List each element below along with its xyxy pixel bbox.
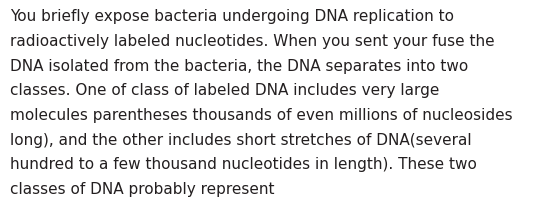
Text: molecules parentheses thousands of even millions of nucleosides: molecules parentheses thousands of even … (10, 108, 513, 123)
Text: long), and the other includes short stretches of DNA(several: long), and the other includes short stre… (10, 133, 472, 148)
Text: You briefly expose bacteria undergoing DNA replication to: You briefly expose bacteria undergoing D… (10, 9, 454, 24)
Text: radioactively labeled nucleotides. When you sent your fuse the: radioactively labeled nucleotides. When … (10, 34, 495, 49)
Text: hundred to a few thousand nucleotides in length). These two: hundred to a few thousand nucleotides in… (10, 157, 477, 172)
Text: classes of DNA probably represent: classes of DNA probably represent (10, 182, 275, 197)
Text: classes. One of class of labeled DNA includes very large: classes. One of class of labeled DNA inc… (10, 83, 439, 98)
Text: DNA isolated from the bacteria, the DNA separates into two: DNA isolated from the bacteria, the DNA … (10, 59, 468, 74)
